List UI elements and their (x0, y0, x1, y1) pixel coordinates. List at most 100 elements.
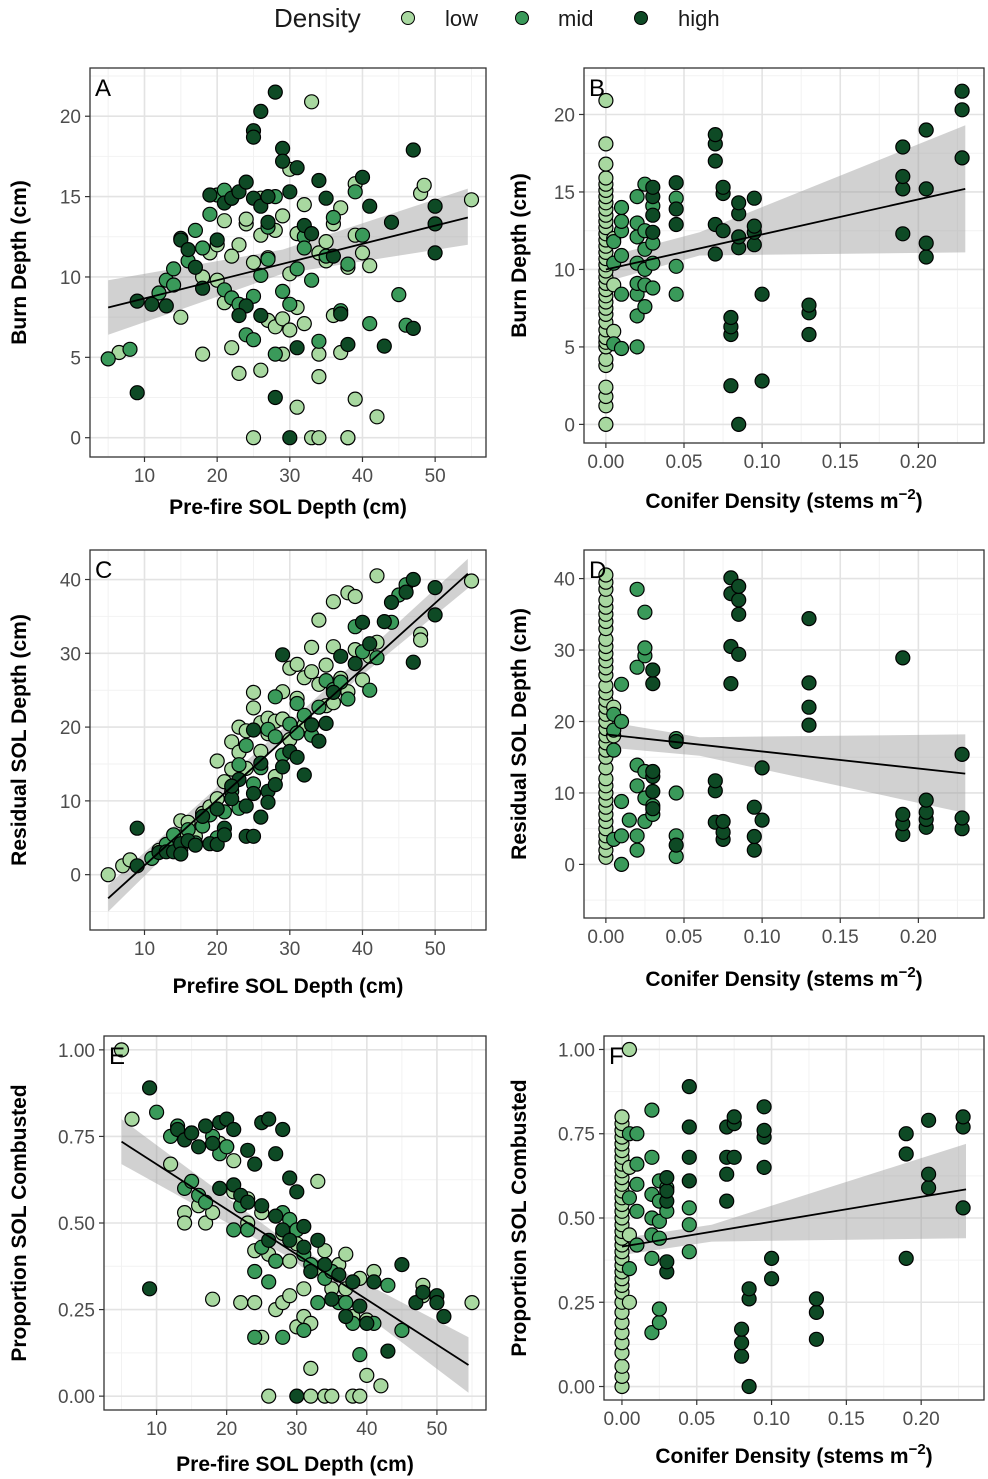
point-low (205, 1291, 221, 1307)
point-mid (149, 1104, 165, 1120)
plot-border (583, 67, 985, 444)
point-high (408, 1294, 424, 1311)
point-low (261, 1388, 277, 1404)
point-low (124, 1111, 140, 1127)
point-mid (362, 316, 378, 332)
point-high (325, 684, 341, 701)
point-high (954, 810, 970, 826)
legend-swatch-low (401, 11, 415, 25)
point-mid (651, 1314, 668, 1331)
point-high (405, 142, 421, 158)
point-high (173, 846, 189, 862)
point-mid (289, 695, 305, 712)
point-high (260, 794, 276, 810)
y-tick-label: 30 (60, 644, 81, 665)
point-mid (629, 1176, 645, 1192)
point-high (209, 232, 225, 248)
point-high (296, 767, 312, 783)
point-low (226, 1153, 242, 1169)
point-high (398, 584, 414, 600)
point-mid (310, 1294, 326, 1311)
point-low (318, 234, 334, 250)
panel-d: D 0.00 0.05 0.10 0.15 0.20 0 10 20 30 40 Conifer De… (508, 549, 985, 991)
point-mid (347, 184, 363, 200)
y-tick-label: 0.00 (558, 1378, 595, 1399)
point-high (681, 1173, 697, 1189)
y-tick-label: 20 (554, 105, 575, 126)
point-mid (668, 258, 684, 274)
point-low (303, 1388, 319, 1404)
x-tick-label: 0.15 (828, 1409, 865, 1430)
point-high (895, 650, 911, 666)
point-low (463, 573, 480, 589)
point-low (340, 430, 356, 446)
point-high (144, 296, 160, 312)
point-high (746, 828, 762, 845)
point-high (681, 1078, 697, 1095)
point-mid (668, 785, 684, 801)
point-low (304, 94, 320, 110)
point-high (282, 184, 298, 200)
point-high (405, 654, 421, 670)
point-mid (219, 1139, 235, 1155)
point-mid (369, 650, 385, 666)
panel-letter: A (95, 75, 111, 102)
y-tick-label: 15 (554, 183, 575, 204)
point-mid (613, 340, 630, 357)
x-axis-label: Pre-fire SOL Depth (cm) (176, 1453, 414, 1476)
point-low (463, 192, 480, 208)
point-high (645, 207, 661, 223)
point-high (920, 1112, 937, 1128)
point-high (245, 828, 262, 844)
point-high (191, 1139, 207, 1155)
panel-f: F 0.00 0.05 0.10 0.15 0.20 0.00 0.25 0.50 0.75 1.0… (508, 1035, 985, 1468)
point-high (354, 169, 371, 185)
point-high (245, 785, 262, 802)
point-low (369, 568, 385, 584)
point-high (429, 1294, 445, 1311)
point-low (304, 639, 320, 656)
y-tick-label: 5 (564, 338, 575, 359)
point-mid (267, 346, 283, 362)
point-high (333, 306, 349, 322)
point-mid (613, 199, 630, 216)
point-mid (198, 1194, 214, 1210)
point-high (668, 837, 684, 853)
point-high (801, 610, 817, 627)
x-tick-label: 40 (352, 939, 373, 960)
point-mid (651, 1230, 668, 1246)
point-mid (681, 1217, 697, 1233)
point-high (668, 201, 684, 217)
point-low (352, 1388, 368, 1404)
point-mid (629, 1126, 645, 1142)
point-high (338, 1308, 354, 1325)
point-mid (238, 737, 254, 754)
legend: Density low mid high (0, 0, 988, 40)
point-high (731, 606, 747, 622)
point-high (427, 245, 443, 261)
point-low (245, 254, 262, 271)
point-high (918, 235, 934, 251)
point-high (731, 229, 747, 245)
point-low (177, 1215, 193, 1231)
point-low (598, 136, 614, 152)
x-tick-label: 0.15 (822, 452, 859, 473)
plot-background (584, 68, 984, 443)
confidence-band (605, 125, 966, 282)
panel-letter: F (609, 1043, 624, 1070)
trend-line (621, 1188, 967, 1248)
x-tick-label: 0.00 (587, 452, 624, 473)
point-mid (296, 1322, 312, 1339)
point-low (245, 684, 262, 701)
point-high (954, 150, 970, 166)
point-high (763, 1250, 780, 1267)
point-high (801, 675, 817, 691)
point-high (226, 1177, 242, 1193)
x-tick-label: 0.10 (753, 1409, 790, 1430)
point-high (282, 430, 298, 446)
point-high (231, 307, 247, 324)
trend-line (605, 187, 966, 271)
point-mid (338, 1294, 354, 1311)
point-high (681, 1119, 697, 1135)
point-low (347, 588, 363, 605)
